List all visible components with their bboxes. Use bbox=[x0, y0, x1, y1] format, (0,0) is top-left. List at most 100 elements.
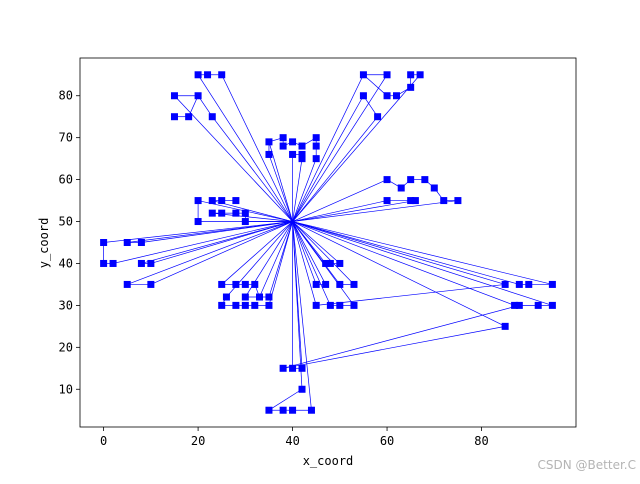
customer-marker bbox=[208, 113, 216, 121]
y-tick-label: 50 bbox=[59, 215, 73, 229]
customer-marker bbox=[208, 197, 216, 205]
depot-route-line bbox=[292, 221, 515, 306]
customer-marker bbox=[312, 301, 320, 309]
customer-marker bbox=[336, 280, 344, 288]
depot-route-line bbox=[268, 154, 293, 222]
customer-marker bbox=[312, 155, 320, 163]
customer-marker bbox=[501, 322, 509, 330]
customer-marker bbox=[374, 113, 382, 121]
depot-route-line bbox=[212, 212, 293, 222]
customer-marker bbox=[322, 259, 330, 267]
customer-marker bbox=[241, 218, 249, 226]
customer-marker bbox=[312, 280, 320, 288]
customer-marker bbox=[440, 197, 448, 205]
customer-marker bbox=[383, 176, 391, 184]
customer-marker bbox=[312, 134, 320, 142]
customer-marker bbox=[222, 293, 230, 301]
depot-route-line bbox=[174, 95, 293, 222]
customer-marker bbox=[407, 197, 415, 205]
depot-route-line bbox=[292, 221, 506, 285]
depot-route-line bbox=[292, 221, 312, 411]
route-segment-line bbox=[363, 74, 388, 97]
route-segment-line bbox=[268, 388, 303, 411]
depot-route-line bbox=[292, 221, 317, 285]
customer-marker bbox=[232, 209, 240, 217]
customer-marker bbox=[204, 71, 212, 79]
customer-marker bbox=[194, 218, 202, 226]
customer-marker bbox=[265, 301, 273, 309]
customer-marker bbox=[350, 301, 358, 309]
depot-route-line bbox=[292, 200, 388, 222]
customer-marker bbox=[411, 197, 419, 205]
customer-marker bbox=[307, 406, 315, 414]
depot-route-line bbox=[268, 141, 293, 222]
depot-route-line bbox=[292, 221, 520, 285]
depot-route-line bbox=[292, 221, 506, 327]
customer-marker bbox=[359, 92, 367, 100]
customer-marker bbox=[194, 197, 202, 205]
depot-route-line bbox=[292, 200, 458, 222]
customer-marker bbox=[289, 406, 297, 414]
customer-marker bbox=[298, 150, 306, 158]
customer-marker bbox=[218, 71, 226, 79]
y-tick-label: 40 bbox=[59, 256, 73, 270]
depot-route-line bbox=[103, 221, 293, 243]
customer-marker bbox=[265, 138, 273, 146]
depot-route-line bbox=[292, 179, 388, 222]
depot-route-line bbox=[292, 221, 553, 285]
x-axis-label: x_coord bbox=[303, 454, 354, 468]
y-tick-label: 30 bbox=[59, 298, 73, 312]
customer-marker bbox=[147, 259, 155, 267]
customer-marker bbox=[279, 364, 287, 372]
depot-route-line bbox=[211, 116, 293, 222]
customer-marker bbox=[407, 83, 415, 91]
customer-marker bbox=[525, 280, 533, 288]
customer-marker bbox=[279, 134, 287, 142]
depot-route-line bbox=[292, 74, 388, 222]
customer-marker bbox=[123, 239, 131, 246]
customer-marker bbox=[185, 113, 193, 121]
depot-route-line bbox=[268, 221, 293, 306]
customer-marker bbox=[336, 301, 344, 309]
customer-marker bbox=[232, 197, 240, 205]
customer-marker bbox=[241, 293, 249, 301]
customer-marker bbox=[218, 209, 226, 217]
customer-marker bbox=[298, 364, 306, 372]
customer-marker bbox=[322, 280, 330, 288]
depot-route-line bbox=[292, 221, 303, 390]
customer-marker bbox=[548, 280, 556, 288]
customer-marker bbox=[251, 301, 259, 309]
watermark-text: CSDN @Better.C bbox=[537, 458, 636, 472]
customer-marker bbox=[511, 301, 519, 309]
customer-marker bbox=[392, 92, 400, 100]
plot-area-frame bbox=[79, 57, 577, 428]
customer-marker bbox=[256, 293, 264, 301]
y-axis-label: y_coord bbox=[37, 218, 51, 269]
x-tick-label: 40 bbox=[285, 434, 299, 448]
depot-route-line bbox=[141, 221, 293, 264]
customer-marker bbox=[407, 71, 415, 79]
depot-route-line bbox=[150, 221, 293, 264]
customer-marker bbox=[265, 150, 273, 158]
customer-marker bbox=[170, 113, 178, 121]
customer-marker bbox=[326, 301, 334, 309]
customer-marker bbox=[137, 259, 145, 267]
customer-markers bbox=[100, 71, 556, 414]
depot-route-line bbox=[292, 221, 341, 264]
depot-route-line bbox=[292, 158, 317, 222]
customer-marker bbox=[147, 280, 155, 288]
depot-route-line bbox=[268, 221, 293, 298]
depot-route-line bbox=[292, 95, 364, 222]
customer-marker bbox=[326, 259, 334, 267]
depot-route-line bbox=[197, 74, 293, 222]
depot-route-line bbox=[127, 221, 293, 285]
customer-marker bbox=[289, 150, 297, 158]
customer-marker bbox=[109, 259, 117, 267]
customer-marker bbox=[421, 176, 429, 184]
customer-marker bbox=[289, 138, 297, 146]
customer-marker bbox=[397, 184, 405, 192]
customer-marker bbox=[407, 176, 415, 184]
customer-marker bbox=[218, 280, 226, 288]
